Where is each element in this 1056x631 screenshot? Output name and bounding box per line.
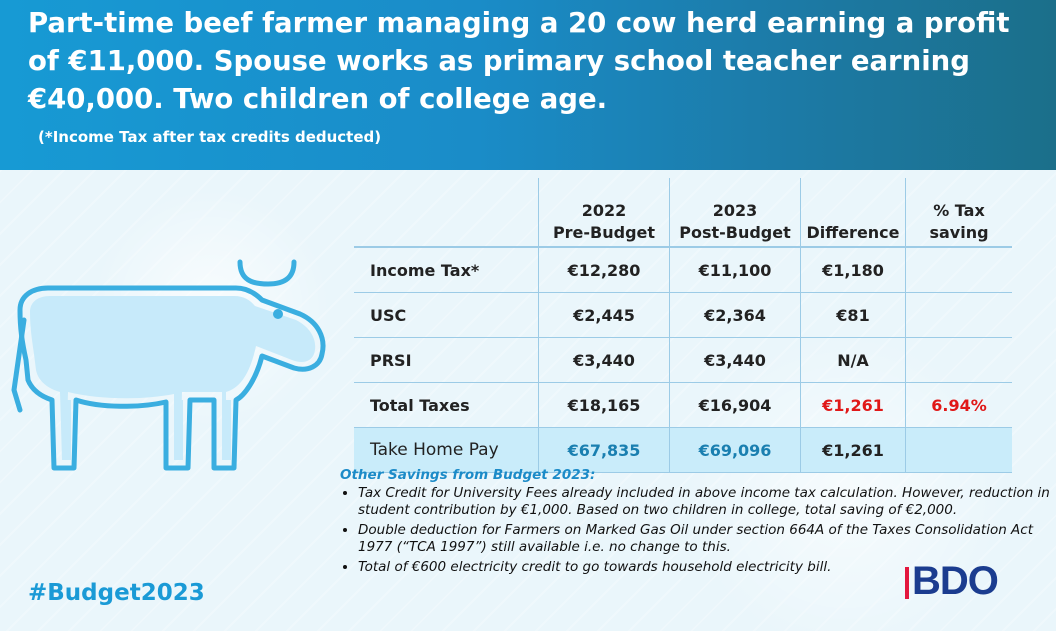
table-row: Total Taxes €18,165 €16,904 €1,261 6.94% [354,382,1012,428]
table-row: Income Tax* €12,280 €11,100 €1,180 [354,247,1012,293]
bdo-logo: BDO [905,559,1009,603]
cell-difference: €1,261 [800,427,906,473]
page-title: Part-time beef farmer managing a 20 cow … [28,7,1010,115]
list-item: Double deduction for Farmers on Marked G… [358,522,1056,559]
column-header-tax-saving: % Tax saving [905,178,1012,248]
cell-post-budget: €11,100 [669,247,801,293]
cell-pre-budget: €2,445 [538,292,670,338]
column-header-pre-budget: 2022 Pre-Budget [538,178,670,248]
cell-pre-budget: €12,280 [538,247,670,293]
hashtag: #Budget2023 [28,580,205,606]
table-row: USC €2,445 €2,364 €81 [354,292,1012,338]
cell-difference: €1,180 [800,247,906,293]
list-item: Total of €600 electricity credit to go t… [358,559,1056,579]
cell-tax-saving [905,337,1012,383]
cell-post-budget: €69,096 [669,427,801,473]
cell-post-budget: €2,364 [669,292,801,338]
table-row-take-home-pay: Take Home Pay €67,835 €69,096 €1,261 [354,427,1012,473]
cell-difference: €1,261 [800,382,906,428]
column-header-line1: 2022 [581,201,627,220]
column-header-difference: Difference [800,178,906,248]
other-savings-list: Tax Credit for University Fees already i… [340,485,1056,579]
table-row: PRSI €3,440 €3,440 N/A [354,337,1012,383]
row-label-income-tax: Income Tax* [354,247,539,293]
cell-post-budget: €3,440 [669,337,801,383]
row-label-take-home-pay: Take Home Pay [354,427,539,473]
list-item: Tax Credit for University Fees already i… [358,485,1056,522]
column-header-line2: Difference [806,223,900,242]
logo-bar [905,567,909,599]
column-header-line2: Post-Budget [679,223,791,242]
tax-comparison-table: 2022 Pre-Budget 2023 Post-Budget Differe… [354,178,1012,473]
column-header-post-budget: 2023 Post-Budget [669,178,801,248]
cell-pre-budget: €3,440 [538,337,670,383]
income-tax-note: (*Income Tax after tax credits deducted) [38,128,382,146]
cow-icon [11,259,326,471]
column-header-line1: 2023 [712,201,758,220]
logo-text: BDO [912,559,999,603]
cell-post-budget: €16,904 [669,382,801,428]
cell-tax-saving [905,292,1012,338]
cell-pre-budget: €18,165 [538,382,670,428]
column-header-line2: Pre-Budget [552,223,656,242]
header-banner: Part-time beef farmer managing a 20 cow … [0,0,1056,170]
column-header-label [354,178,539,248]
column-header-line1: % Tax [933,201,985,220]
cell-tax-saving: 6.94% [905,382,1012,428]
cell-tax-saving [905,247,1012,293]
cell-pre-budget: €67,835 [538,427,670,473]
column-header-line2: saving [929,223,989,242]
cell-difference: N/A [800,337,906,383]
other-savings-title: Other Savings from Budget 2023: [340,467,596,483]
cell-difference: €81 [800,292,906,338]
row-label-prsi: PRSI [354,337,539,383]
row-label-usc: USC [354,292,539,338]
table-header-row: 2022 Pre-Budget 2023 Post-Budget Differe… [354,178,1012,248]
row-label-total-taxes: Total Taxes [354,382,539,428]
other-savings-section: Other Savings from Budget 2023: Tax Cred… [340,467,1056,578]
cell-tax-saving [905,427,1012,473]
